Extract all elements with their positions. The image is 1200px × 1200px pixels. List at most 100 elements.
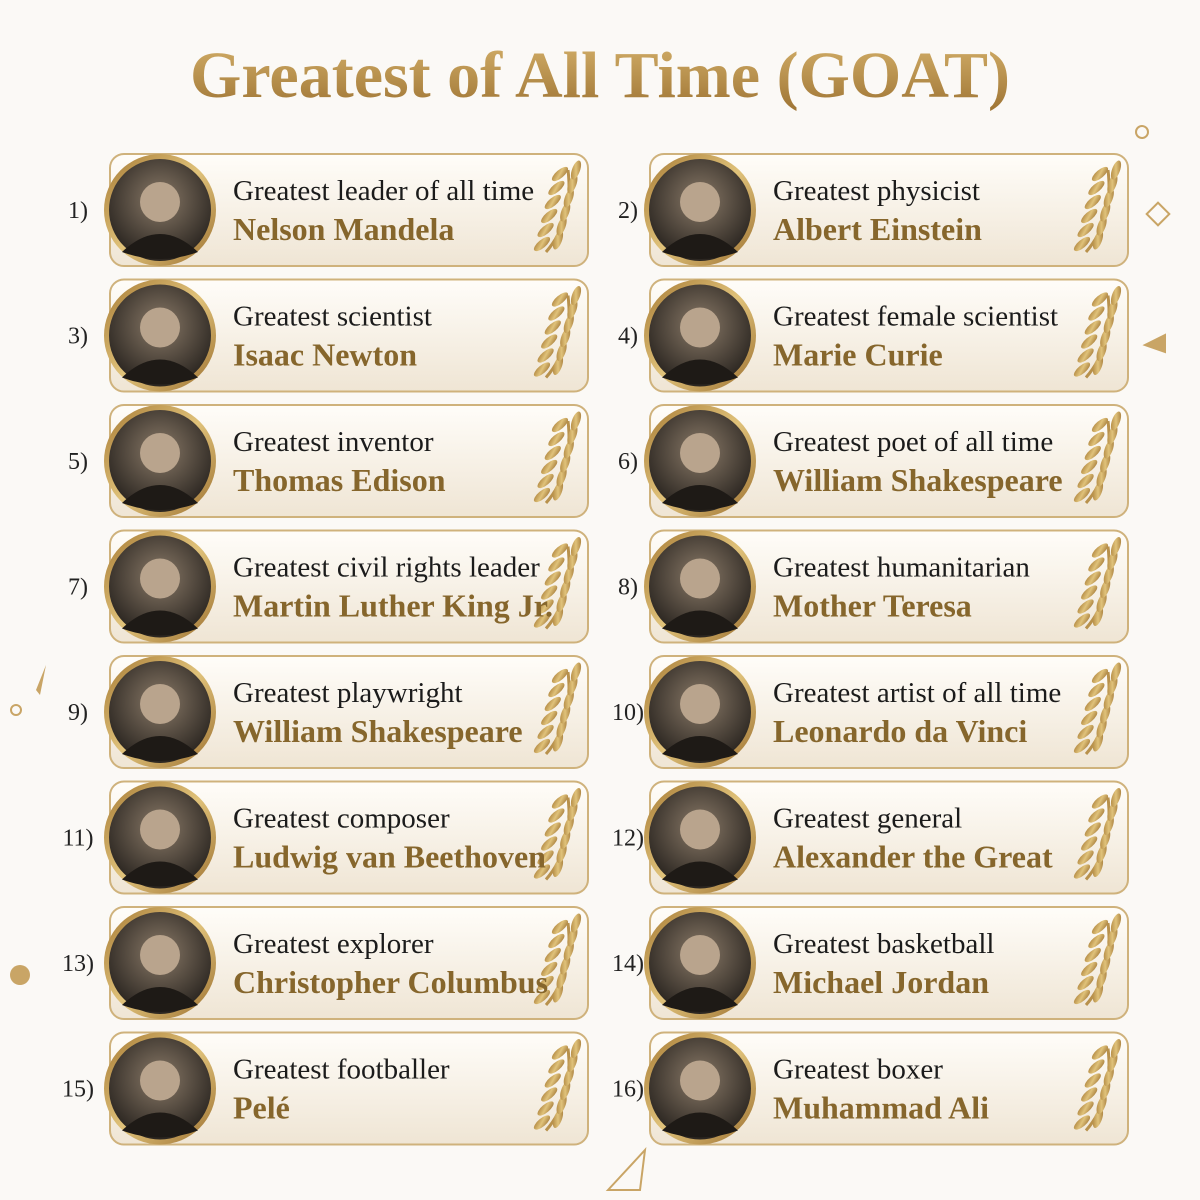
laurel-leaf [556, 342, 567, 361]
category: Greatest female scientist [773, 301, 1058, 333]
category: Greatest leader of all time [233, 175, 534, 207]
laurel [1073, 788, 1122, 881]
portrait-head [140, 935, 180, 975]
laurel-leaf [552, 858, 564, 877]
laurel-leaf [551, 417, 569, 433]
laurel-leaf [1107, 802, 1118, 821]
entry-card: 7) Greatest civil rights leader Martin Lut… [68, 529, 589, 644]
rank-number: 14) [612, 951, 644, 977]
laurel-leaf [552, 356, 564, 375]
laurel-leaf [556, 216, 567, 236]
laurel-leaf [544, 445, 561, 461]
laurel-leaf [537, 975, 554, 991]
laurel-leaf [567, 425, 578, 445]
rank-number: 2) [618, 198, 638, 224]
laurel-leaf [1096, 718, 1107, 738]
laurel-leaf [563, 439, 574, 459]
laurel-leaf [1088, 682, 1105, 698]
laurel-leaf [570, 537, 582, 556]
portrait-head [680, 182, 720, 222]
laurel-leaf [1100, 830, 1111, 849]
laurel-leaf [1092, 732, 1104, 752]
laurel-leaf [541, 836, 558, 851]
portrait-head [140, 433, 180, 473]
laurel-leaf [1096, 342, 1107, 361]
laurel-leaf [548, 180, 565, 196]
laurel-leaf [1081, 208, 1098, 224]
laurel-leaf [548, 808, 565, 823]
portrait-head [140, 684, 180, 724]
laurel-leaf [563, 941, 574, 961]
laurel-leaf [1077, 599, 1094, 614]
portrait-body [122, 987, 198, 1012]
laurel-leaf [544, 696, 561, 712]
entry-card: 1) Greatest leader of all time Nelson Mand… [68, 153, 589, 267]
rank-number: 5) [68, 449, 88, 475]
laurel-leaf [1103, 439, 1114, 459]
laurel-leaf [1081, 459, 1098, 475]
portrait-head [140, 1060, 180, 1101]
laurel-leaf [544, 822, 561, 837]
laurel-leaf [1110, 788, 1122, 807]
portrait-head [680, 558, 720, 599]
laurel-leaf [1096, 593, 1107, 612]
laurel-leaf [537, 850, 554, 865]
laurel-leaf [563, 188, 574, 208]
portrait-body [662, 1112, 738, 1138]
person-name: Isaac Newton [233, 337, 417, 373]
person-name: Thomas Edison [233, 462, 446, 498]
laurel-leaf [552, 607, 564, 626]
laurel-leaf [537, 599, 554, 614]
entry-card: 13) Greatest explorer Christopher Columbus [62, 906, 589, 1020]
rank-number: 13) [62, 951, 94, 977]
laurel-leaf [548, 682, 565, 698]
laurel-leaf [551, 1045, 569, 1060]
laurel-leaf [533, 613, 551, 628]
laurel-leaf [1077, 348, 1094, 363]
portrait-body [662, 736, 738, 761]
category: Greatest scientist [233, 301, 432, 333]
category: Greatest humanitarian [773, 552, 1030, 584]
laurel-leaf [1091, 794, 1109, 809]
laurel-leaf [570, 286, 582, 305]
laurel-leaf [1073, 1115, 1091, 1130]
laurel-leaf [560, 1081, 571, 1100]
laurel-leaf [563, 314, 574, 333]
laurel-leaf [1091, 417, 1109, 433]
portrait-body [122, 1112, 198, 1138]
laurel-leaf [551, 543, 569, 558]
person-name: Marie Curie [773, 337, 943, 373]
rank-number: 15) [62, 1077, 94, 1103]
laurel [533, 537, 582, 630]
laurel-leaf [556, 718, 567, 738]
laurel-leaf [1100, 1081, 1111, 1100]
category: Greatest artist of all time [773, 677, 1061, 709]
laurel-leaf [537, 1101, 554, 1116]
portrait-head [680, 809, 720, 850]
laurel-leaf [1081, 961, 1098, 977]
laurel-leaf [1073, 989, 1091, 1005]
laurel-leaf [1081, 585, 1098, 600]
category: Greatest physicist [773, 175, 980, 207]
person-name: Pelé [233, 1090, 290, 1126]
rank-number: 8) [618, 575, 638, 601]
laurel [533, 1039, 582, 1132]
portrait-head [680, 684, 720, 724]
laurel-leaf [551, 668, 569, 684]
portrait-body [122, 610, 198, 636]
laurel-leaf [1084, 947, 1101, 963]
laurel-leaf [1107, 551, 1118, 570]
laurel-leaf [1107, 425, 1118, 445]
laurel-leaf [1088, 180, 1105, 196]
laurel-leaf [1110, 160, 1122, 180]
laurel-leaf [1088, 808, 1105, 823]
category: Greatest explorer [233, 928, 434, 960]
laurel-leaf [552, 230, 564, 250]
portrait-head [680, 1060, 720, 1101]
entry-card: 10) Greatest artist of all time Leonardo d… [612, 655, 1129, 769]
laurel-leaf [544, 571, 561, 586]
laurel-leaf [1100, 453, 1111, 473]
portrait-body [662, 234, 738, 259]
laurel-leaf [537, 473, 554, 489]
